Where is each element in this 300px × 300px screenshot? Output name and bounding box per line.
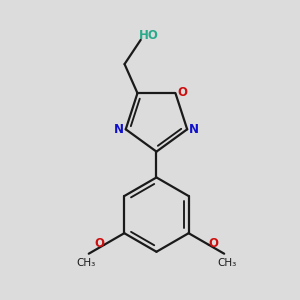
Text: O: O [94,237,105,250]
Text: O: O [178,86,188,99]
Text: CH₃: CH₃ [217,258,236,268]
Text: CH₃: CH₃ [76,258,96,268]
Text: HO: HO [139,29,159,43]
Text: O: O [208,237,218,250]
Text: N: N [189,123,199,136]
Text: N: N [114,123,124,136]
